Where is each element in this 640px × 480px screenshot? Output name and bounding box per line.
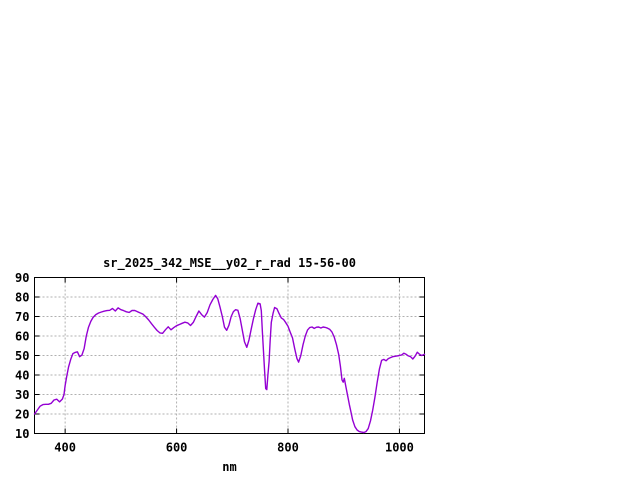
y-tick-label: 90 bbox=[15, 271, 29, 285]
x-tick-label: 400 bbox=[54, 441, 76, 455]
x-tick-label: 600 bbox=[166, 441, 188, 455]
y-tick-label: 10 bbox=[15, 427, 29, 441]
y-tick-label: 60 bbox=[15, 329, 29, 343]
spectrum-line bbox=[33, 294, 426, 434]
x-axis-label: nm bbox=[222, 460, 237, 474]
x-tick-label: 1000 bbox=[385, 441, 414, 455]
y-tick-label: 40 bbox=[15, 368, 29, 382]
y-tick-label: 20 bbox=[15, 407, 29, 421]
x-tick-label: 800 bbox=[277, 441, 299, 455]
y-tick-label: 30 bbox=[15, 388, 29, 402]
y-tick-label: 80 bbox=[15, 290, 29, 304]
plot-border bbox=[34, 277, 425, 434]
chart-title: sr_2025_342_MSE__y02_r_rad 15-56-00 bbox=[103, 256, 356, 270]
y-tick-label: 50 bbox=[15, 349, 29, 363]
y-tick-label: 70 bbox=[15, 310, 29, 324]
